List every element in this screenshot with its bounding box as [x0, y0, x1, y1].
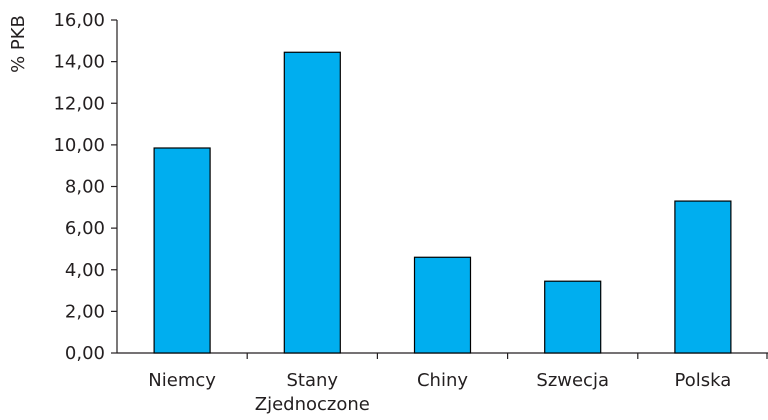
y-tick-label: 0,00 [65, 343, 105, 364]
bar [153, 147, 211, 354]
x-category-label: Chiny [417, 370, 468, 391]
y-axis-title: % PKB [8, 15, 29, 73]
x-category-label-line: Stany [287, 370, 339, 391]
x-axis: Niemcy Stany Zjednoczone Chiny Szwecja Polska [117, 352, 768, 415]
y-tick-label: 4,00 [65, 260, 105, 281]
x-category-label-line: Szwecja [536, 370, 609, 391]
bar [413, 256, 472, 354]
y-tick-label: 8,00 [65, 177, 105, 198]
x-category-label: Szwecja [536, 370, 609, 391]
bar [674, 200, 732, 354]
y-tick-label: 16,00 [53, 10, 105, 31]
x-category-label-line: Zjednoczone [255, 394, 370, 415]
x-category-label: Polska [675, 370, 732, 391]
y-tick-label: 2,00 [65, 301, 105, 322]
y-tick-label: 14,00 [53, 52, 105, 73]
x-category-label-line: Polska [675, 370, 732, 391]
y-axis: 0,00 2,00 4,00 6,00 8,00 10,00 12,00 14,00 16,00 [53, 10, 118, 364]
x-category-label-line: Niemcy [148, 370, 216, 391]
x-category-label: Niemcy [148, 370, 216, 391]
bars [153, 51, 732, 354]
y-tick-label: 6,00 [65, 218, 105, 239]
x-category-label-line: Chiny [417, 370, 468, 391]
bar [283, 51, 341, 354]
bar [544, 280, 602, 354]
x-category-label: Stany Zjednoczone [255, 370, 370, 415]
y-tick-label: 10,00 [53, 135, 105, 156]
y-tick-label: 12,00 [53, 93, 105, 114]
